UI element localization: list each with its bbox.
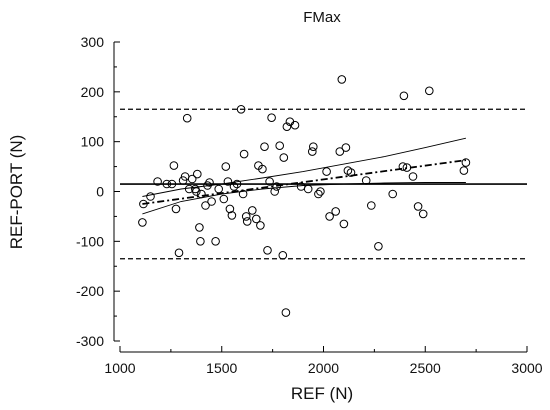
- data-point: [322, 167, 331, 176]
- confidence-band-upper: [142, 137, 467, 197]
- data-point: [239, 149, 249, 159]
- plot-area: [120, 75, 527, 317]
- y-tick-label: -200: [76, 283, 104, 299]
- data-point: [187, 174, 197, 184]
- y-tick-label: -300: [76, 333, 104, 349]
- data-point: [282, 122, 292, 131]
- data-point: [337, 75, 347, 84]
- data-point: [207, 197, 216, 206]
- data-point: [335, 147, 345, 156]
- data-point: [418, 209, 428, 219]
- data-point: [139, 199, 148, 209]
- y-tick-label: -100: [76, 233, 104, 249]
- y-tick-label: 0: [96, 184, 104, 200]
- data-point: [241, 212, 251, 221]
- data-point: [314, 189, 323, 199]
- data-point: [221, 162, 231, 171]
- data-point: [196, 237, 205, 246]
- x-axis-ticks: 1000 1500 2000 2500 3000: [104, 346, 543, 376]
- data-point: [174, 248, 184, 258]
- data-point: [402, 163, 412, 172]
- data-point: [171, 204, 181, 214]
- data-point: [325, 212, 334, 221]
- x-tick-label: 2500: [410, 360, 441, 376]
- data-point: [303, 184, 313, 194]
- data-point: [197, 189, 206, 199]
- data-point: [178, 176, 188, 185]
- data-point: [248, 206, 257, 215]
- data-point: [211, 237, 220, 246]
- data-point: [232, 179, 242, 189]
- x-tick-label: 1000: [104, 360, 135, 376]
- data-point: [192, 187, 201, 196]
- data-point: [388, 189, 398, 199]
- data-point: [263, 246, 272, 255]
- data-point: [242, 217, 252, 226]
- data-point: [169, 161, 179, 170]
- data-point: [138, 218, 147, 227]
- data-point: [214, 184, 223, 194]
- x-axis-title: REF (N): [291, 384, 353, 403]
- y-tick-label: 200: [81, 84, 105, 100]
- data-point: [256, 221, 265, 230]
- data-point: [281, 308, 291, 317]
- y-tick-label: 100: [81, 134, 105, 150]
- data-point: [279, 153, 289, 162]
- data-point: [270, 187, 280, 196]
- data-point: [251, 214, 261, 224]
- data-point: [272, 182, 282, 191]
- data-point: [223, 177, 233, 186]
- data-point: [225, 204, 235, 214]
- y-axis-ticks: 300 200 100 0 -100 -200 -300: [76, 34, 120, 349]
- data-point: [267, 113, 276, 122]
- data-point: [258, 164, 267, 174]
- data-point: [425, 86, 434, 96]
- data-point: [459, 166, 469, 175]
- data-point: [367, 201, 376, 210]
- data-point: [162, 179, 172, 189]
- data-point: [153, 177, 162, 186]
- data-point: [398, 162, 408, 171]
- data-point: [374, 242, 383, 251]
- data-point: [229, 182, 239, 191]
- data-point: [339, 219, 349, 229]
- y-tick-label: 300: [81, 34, 105, 50]
- data-point: [238, 189, 248, 199]
- data-point: [205, 178, 214, 187]
- data-point: [361, 176, 371, 185]
- data-point: [290, 120, 300, 130]
- data-point: [399, 91, 409, 101]
- x-tick-label: 2000: [308, 360, 339, 376]
- regression-line: [142, 159, 467, 205]
- confidence-band-lower: [142, 182, 466, 215]
- data-point: [309, 142, 318, 151]
- data-point: [461, 158, 471, 167]
- x-tick-label: 3000: [511, 360, 542, 376]
- data-point: [331, 207, 341, 216]
- data-point: [219, 194, 229, 204]
- data-point: [193, 169, 202, 179]
- data-point: [346, 168, 356, 177]
- data-point: [275, 141, 285, 150]
- data-point: [146, 192, 155, 201]
- data-point: [265, 177, 274, 186]
- data-point: [341, 143, 351, 152]
- data-point: [308, 147, 317, 156]
- data-point: [182, 113, 192, 123]
- data-point: [408, 172, 418, 181]
- data-point: [195, 223, 204, 232]
- data-point: [413, 202, 423, 211]
- data-point: [260, 142, 269, 151]
- data-point: [236, 105, 246, 114]
- x-tick-label: 1500: [206, 360, 237, 376]
- data-point: [278, 251, 288, 260]
- y-axis-title: REF-PORT (N): [7, 135, 26, 250]
- data-point: [167, 179, 177, 189]
- data-point: [316, 187, 325, 196]
- data-point: [227, 211, 237, 220]
- chart-title: FMax: [303, 9, 341, 26]
- data-point: [201, 201, 210, 210]
